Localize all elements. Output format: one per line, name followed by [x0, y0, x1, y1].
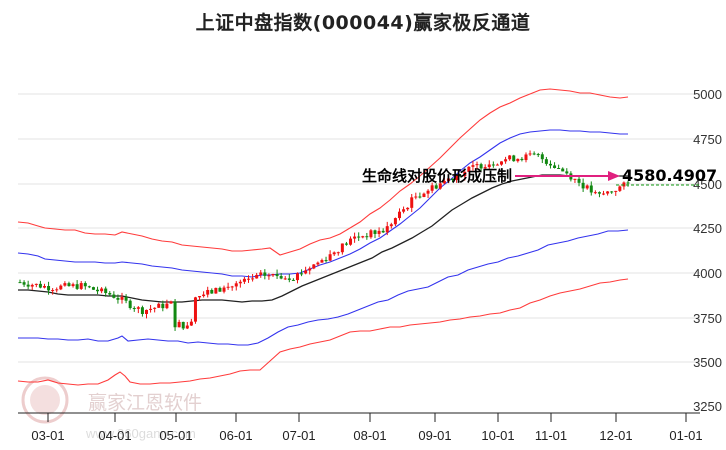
- candlesticks: [18, 150, 630, 331]
- y-tick: 3750: [693, 311, 722, 326]
- y-tick: 4250: [693, 221, 722, 236]
- y-tick: 4500: [693, 177, 722, 192]
- x-tick: 09-01: [418, 428, 451, 443]
- x-axis: 03-01 04-01 05-01 06-01 07-01 08-01 09-0…: [18, 412, 703, 443]
- y-axis-labels: 5000 4750 4500 4250 4000 3750 3500 3250: [693, 87, 722, 414]
- watermark-url: www.360gann.com: [85, 426, 196, 441]
- y-tick: 3500: [693, 355, 722, 370]
- annotation-text: 生命线对股价形成压制: [362, 167, 512, 185]
- gridlines: [18, 93, 700, 363]
- x-tick: 03-01: [31, 428, 64, 443]
- x-tick: 10-01: [481, 428, 514, 443]
- watermark-brand: 赢家江恩软件: [88, 392, 202, 414]
- x-tick: 11-01: [535, 428, 567, 443]
- y-tick: 4750: [693, 132, 722, 147]
- y-tick: 4000: [693, 266, 722, 281]
- life-line: [18, 174, 628, 303]
- upper-inner-band: [17, 129, 628, 278]
- x-tick: 05-01: [159, 428, 192, 443]
- annotation-value: 4580.4907: [622, 166, 717, 185]
- watermark: 赢家江恩软件 www.360gann.com: [21, 376, 202, 441]
- y-tick: 5000: [693, 87, 722, 102]
- lower-outer-band: [17, 278, 629, 386]
- x-tick: 01-01: [669, 428, 702, 443]
- x-tick: 08-01: [353, 428, 386, 443]
- lower-inner-band: [18, 229, 629, 346]
- annotation-arrow: [515, 171, 620, 181]
- x-tick: 12-01: [599, 428, 632, 443]
- channel-lines: [17, 88, 629, 386]
- y-tick: 3250: [693, 399, 722, 414]
- x-tick: 04-01: [98, 428, 131, 443]
- x-tick: 06-01: [219, 428, 252, 443]
- x-tick: 07-01: [282, 428, 315, 443]
- upper-outer-band: [17, 88, 629, 256]
- chart-title: 上证中盘指数(000044)赢家极反通道: [195, 12, 531, 34]
